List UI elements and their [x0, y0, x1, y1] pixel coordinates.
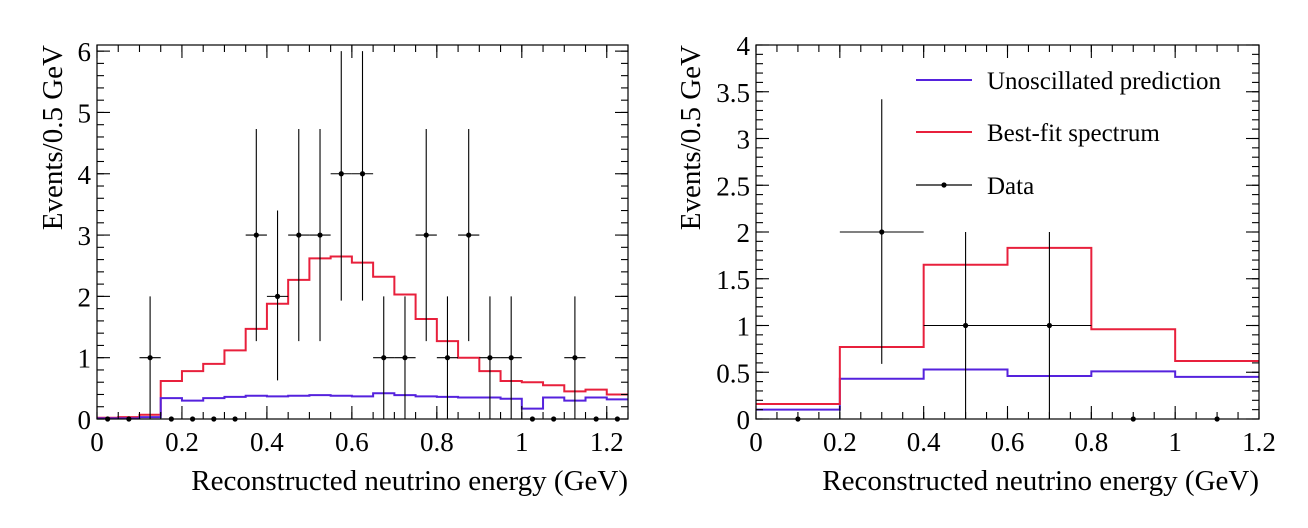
- left-data-point: [415, 128, 437, 342]
- right-legend: Unoscillated prediction Best-fit spectru…: [916, 68, 1221, 200]
- right-y-tick-label: 4: [737, 31, 751, 61]
- left-data-marker: [444, 355, 451, 361]
- left-data-point: [479, 296, 501, 419]
- right-tick-layer: 0 0.2 0.4 0.6 0.8 1 1.2 0 0.5 1 1.5 2 2.5 3 3.5 4: [716, 31, 1276, 457]
- legend-label-best-fit: Best-fit spectrum: [987, 120, 1160, 147]
- legend-label-data: Data: [987, 173, 1034, 200]
- left-x-tick-label: 0.4: [250, 427, 284, 457]
- left-data-marker: [253, 232, 259, 238]
- left-data-marker: [508, 355, 514, 361]
- right-y-tick-label: 0: [737, 405, 751, 435]
- left-y-tick-label: 5: [78, 98, 92, 128]
- left-data-marker: [317, 232, 323, 238]
- right-x-tick-label: 0.2: [823, 427, 857, 457]
- legend-entry-data: Data: [916, 173, 1034, 200]
- left-x-tick-label: 1: [515, 427, 529, 457]
- right-x-tick-label: 0.4: [907, 427, 941, 457]
- left-series-line-1: [97, 392, 628, 420]
- right-data-point: [839, 99, 924, 364]
- right-data-point: [1007, 232, 1092, 419]
- right-data-point: [923, 232, 1008, 419]
- left-data-point: [564, 296, 586, 419]
- left-data-marker: [487, 355, 493, 361]
- right-x-tick-label: 0.6: [991, 427, 1025, 457]
- left-data-point: [500, 296, 522, 419]
- left-data-point: [373, 296, 395, 419]
- left-y-axis-label: Events/0.5 GeV: [37, 45, 69, 230]
- left-data-marker: [274, 293, 281, 299]
- left-data-point: [309, 128, 331, 342]
- right-y-tick-label: 3.5: [716, 78, 750, 108]
- left-data-point: [436, 296, 459, 419]
- left-data-layer: [105, 51, 620, 422]
- left-data-point: [351, 51, 374, 301]
- right-plot-frame: [755, 44, 1260, 420]
- left-data-marker: [402, 355, 408, 361]
- legend-entry-unoscillated: Unoscillated prediction: [916, 68, 1221, 95]
- left-x-tick-label: 0.2: [165, 427, 199, 457]
- right-x-tick-label: 0: [749, 427, 763, 457]
- right-series-line-1: [756, 246, 1259, 406]
- right-y-tick-label: 3: [737, 125, 751, 155]
- right-x-tick-label: 1: [1168, 427, 1182, 457]
- right-y-tick-label: 1: [737, 312, 751, 342]
- right-series-layer: [756, 246, 1259, 411]
- legend-entry-best-fit: Best-fit spectrum: [916, 120, 1160, 147]
- left-data-point: [266, 210, 289, 381]
- legend-marker-data: [941, 182, 947, 188]
- left-data-marker: [359, 171, 366, 177]
- right-y-tick-label: 1.5: [716, 265, 750, 295]
- right-y-axis-label: Events/0.5 GeV: [675, 45, 707, 230]
- right-data-marker: [962, 322, 969, 329]
- left-y-tick-label: 4: [78, 160, 92, 190]
- left-data-point: [330, 51, 352, 301]
- left-data-point: [458, 128, 480, 342]
- left-data-marker: [147, 355, 153, 361]
- left-data-marker: [381, 355, 387, 361]
- left-x-tick-label: 0: [90, 427, 104, 457]
- left-x-axis-label: Reconstructed neutrino energy (GeV): [191, 465, 628, 497]
- right-data-marker: [1046, 322, 1053, 329]
- left-data-marker: [572, 355, 578, 361]
- left-data-marker: [466, 232, 472, 238]
- right-x-axis-label: Reconstructed neutrino energy (GeV): [822, 465, 1259, 497]
- left-data-point: [139, 296, 161, 419]
- right-x-tick-label: 0.8: [1074, 427, 1108, 457]
- left-y-tick-label: 2: [78, 282, 92, 312]
- left-y-tick-label: 1: [78, 344, 92, 374]
- right-x-tick-label: 1.2: [1242, 427, 1276, 457]
- left-histogram-panel: 0 0.2 0.4 0.6 0.8 1 1.2 0 1 2 3 4 5 6 Reconstructed n…: [37, 37, 629, 497]
- left-data-marker: [296, 232, 302, 238]
- left-data-marker: [423, 232, 429, 238]
- legend-label-unoscillated: Unoscillated prediction: [987, 68, 1221, 95]
- right-y-tick-label: 2.5: [716, 171, 750, 201]
- left-x-tick-label: 0.8: [420, 427, 454, 457]
- left-data-marker: [338, 171, 344, 177]
- right-y-tick-label: 2: [737, 218, 751, 248]
- left-x-tick-label: 0.6: [335, 427, 369, 457]
- left-plot-frame: [96, 44, 629, 420]
- right-data-marker: [879, 229, 885, 235]
- left-y-tick-label: 3: [78, 221, 92, 251]
- left-data-point: [288, 128, 310, 342]
- right-data-layer: [795, 99, 1220, 422]
- right-y-tick-label: 0.5: [716, 358, 750, 388]
- left-y-tick-label: 6: [78, 37, 92, 67]
- left-y-tick-label: 0: [78, 405, 92, 435]
- left-x-tick-label: 1.2: [590, 427, 624, 457]
- left-data-point: [245, 128, 267, 342]
- right-histogram-panel: 0 0.2 0.4 0.6 0.8 1 1.2 0 0.5 1 1.5 2 2.5 3 3.5 4 Recon…: [675, 31, 1276, 497]
- left-data-point: [394, 296, 416, 419]
- left-tick-layer: 0 0.2 0.4 0.6 0.8 1 1.2 0 1 2 3 4 5 6: [78, 37, 629, 457]
